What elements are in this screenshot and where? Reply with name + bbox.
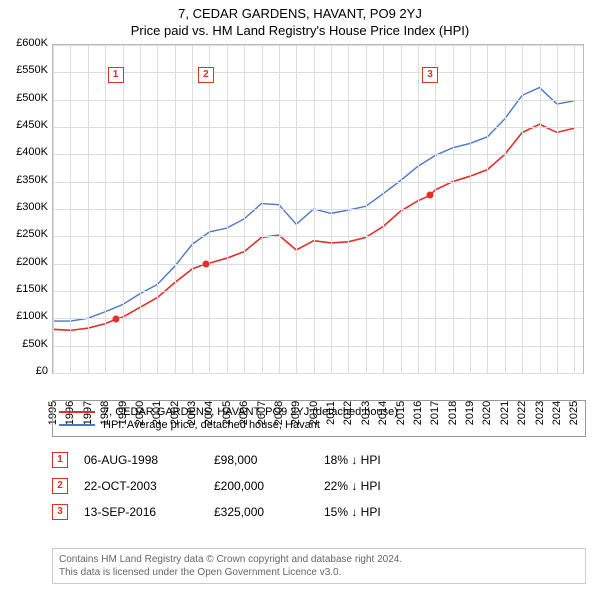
transaction-row: 3 13-SEP-2016 £325,000 15% ↓ HPI xyxy=(52,504,572,520)
marker-dot xyxy=(427,192,434,199)
y-axis-label: £350K xyxy=(0,174,48,186)
legend-swatch xyxy=(59,411,95,413)
legend-item: 7, CEDAR GARDENS, HAVANT, PO9 2YJ (detac… xyxy=(59,406,579,418)
transaction-pct: 22% ↓ HPI xyxy=(324,479,572,493)
y-axis-label: £50K xyxy=(0,338,48,350)
marker-dot xyxy=(112,316,119,323)
legend-label: HPI: Average price, detached house, Hava… xyxy=(103,419,320,431)
y-axis-label: £450K xyxy=(0,119,48,131)
y-axis-label: £200K xyxy=(0,256,48,268)
legend-label: 7, CEDAR GARDENS, HAVANT, PO9 2YJ (detac… xyxy=(103,406,398,418)
marker-box-icon: 2 xyxy=(52,478,68,494)
marker-box-icon: 1 xyxy=(52,452,68,468)
y-axis-label: £150K xyxy=(0,283,48,295)
legend-item: HPI: Average price, detached house, Hava… xyxy=(59,419,579,431)
y-axis-label: £400K xyxy=(0,146,48,158)
chart-container: 7, CEDAR GARDENS, HAVANT, PO9 2YJ Price … xyxy=(0,0,600,590)
y-axis-label: £250K xyxy=(0,228,48,240)
transaction-date: 13-SEP-2016 xyxy=(84,505,214,519)
transaction-row: 2 22-OCT-2003 £200,000 22% ↓ HPI xyxy=(52,478,572,494)
y-axis-label: £100K xyxy=(0,310,48,322)
y-axis-label: £300K xyxy=(0,201,48,213)
marker-box: 3 xyxy=(422,67,438,83)
footer: Contains HM Land Registry data © Crown c… xyxy=(52,548,586,584)
transaction-date: 06-AUG-1998 xyxy=(84,453,214,467)
marker-box: 1 xyxy=(108,67,124,83)
transaction-price: £325,000 xyxy=(214,505,324,519)
transaction-price: £98,000 xyxy=(214,453,324,467)
plot-area: 1995199619971998199920002001200220032004… xyxy=(52,44,584,374)
transaction-row: 1 06-AUG-1998 £98,000 18% ↓ HPI xyxy=(52,452,572,468)
transaction-pct: 15% ↓ HPI xyxy=(324,505,572,519)
y-axis-label: £500K xyxy=(0,92,48,104)
transaction-price: £200,000 xyxy=(214,479,324,493)
legend: 7, CEDAR GARDENS, HAVANT, PO9 2YJ (detac… xyxy=(52,400,586,437)
y-axis-label: £0 xyxy=(0,365,48,377)
marker-dot xyxy=(202,260,209,267)
y-axis-label: £600K xyxy=(0,37,48,49)
y-axis-label: £550K xyxy=(0,64,48,76)
marker-box: 2 xyxy=(198,67,214,83)
marker-box-icon: 3 xyxy=(52,504,68,520)
footer-line2: This data is licensed under the Open Gov… xyxy=(59,567,341,578)
transaction-date: 22-OCT-2003 xyxy=(84,479,214,493)
footer-line1: Contains HM Land Registry data © Crown c… xyxy=(59,554,402,565)
legend-swatch xyxy=(59,424,95,426)
chart-title-1: 7, CEDAR GARDENS, HAVANT, PO9 2YJ xyxy=(0,0,600,21)
chart-title-2: Price paid vs. HM Land Registry's House … xyxy=(0,21,600,42)
transaction-pct: 18% ↓ HPI xyxy=(324,453,572,467)
